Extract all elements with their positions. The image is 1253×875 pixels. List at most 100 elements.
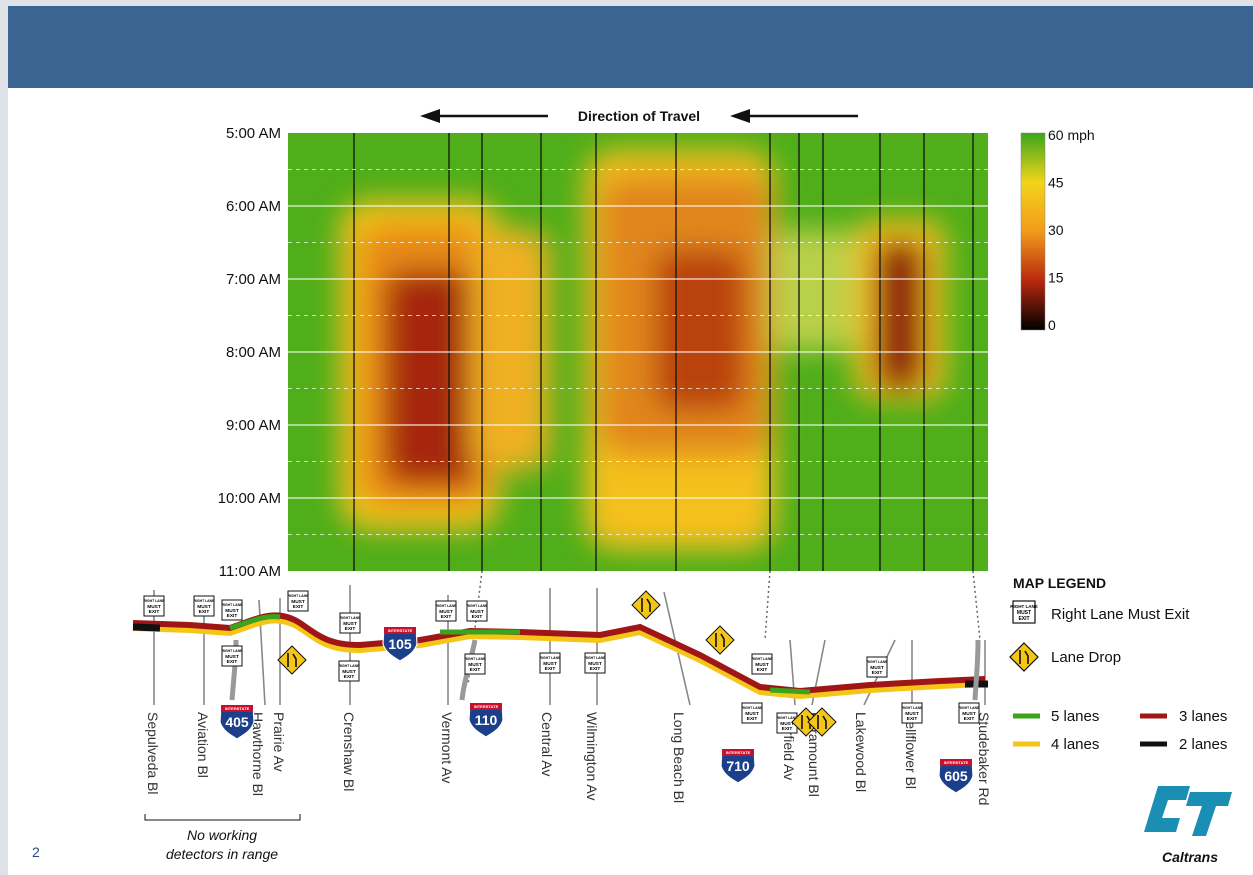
freeway-map: Sepulveda Bl Aviation Bl Hawthorne Bl Prair… [132,585,992,805]
interstate-710-shield: INTERSTATE 710 [720,748,756,784]
lane-drop-signs [277,590,837,737]
y-tick-label: 6:00 AM [226,198,281,215]
svg-text:INTERSTATE: INTERSTATE [225,706,250,711]
svg-text:EXIT: EXIT [149,609,160,615]
svg-text:EXIT: EXIT [345,626,356,632]
svg-text:105: 105 [388,636,412,652]
i405-ramp [229,639,239,701]
svg-text:RIGHT LANE: RIGHT LANE [867,660,888,664]
svg-text:MUST: MUST [291,599,305,605]
direction-of-travel: Direction of Travel [420,108,858,124]
svg-text:MUST: MUST [780,721,794,727]
svg-text:EXIT: EXIT [293,604,304,610]
svg-text:EXIT: EXIT [757,667,768,673]
y-tick-label: 11:00 AM [219,563,281,580]
legend-title: MAP LEGEND [1013,575,1106,591]
caltrans-logo-text: Caltrans [1162,849,1218,865]
svg-text:RIGHT LANE: RIGHT LANE [959,706,980,710]
svg-text:RIGHT LANE: RIGHT LANE [752,657,773,661]
interstate-605-shield: INTERSTATE 605 [938,758,974,794]
svg-text:MUST: MUST [343,621,357,627]
cross-streets: Sepulveda Bl Aviation Bl Hawthorne Bl Prair… [145,585,992,805]
page-number: 2 [32,844,40,860]
y-tick-label: 10:00 AM [218,490,281,507]
svg-text:INTERSTATE: INTERSTATE [388,628,413,633]
congestion-region-c-core [655,250,745,410]
map-legend: MAP LEGEND RIGHT LANE MUST EXIT Right La… [1009,575,1227,753]
svg-text:MUST: MUST [439,609,453,615]
colorbar-tick-label: 45 [1048,175,1064,191]
street-label: Paramount Bl [806,712,822,797]
y-tick-label: 9:00 AM [226,417,281,434]
street-label: Bellflower Bl [903,712,919,789]
street-label: Wilmington Av [584,712,600,800]
lane-drop-sign [807,707,837,737]
colorbar-tick-label: 30 [1048,222,1064,238]
street-label: Sepulveda Bl [145,712,161,795]
interstate-405-shield: INTERSTATE 405 [219,704,255,740]
svg-text:EXIT: EXIT [199,609,210,615]
y-tick-label: 8:00 AM [226,344,281,361]
street-label: Lakewood Bl [853,712,869,792]
svg-text:MUST: MUST [342,669,356,675]
svg-text:RIGHT LANE: RIGHT LANE [144,599,165,603]
svg-text:EXIT: EXIT [1018,616,1029,622]
svg-text:RIGHT LANE: RIGHT LANE [465,657,486,661]
interstate-110-shield: INTERSTATE 110 [468,702,504,738]
freeway-4-lane-segment [132,617,986,700]
svg-text:MUST: MUST [197,604,211,610]
y-tick-label: 5:00 AM [226,125,281,142]
svg-text:RIGHT LANE: RIGHT LANE [222,649,243,653]
speed-heatmap [288,133,988,571]
interstate-shields: INTERSTATE405INTERSTATE105INTERSTATE110I… [219,626,974,794]
svg-text:MUST: MUST [1017,610,1031,616]
svg-text:MUST: MUST [755,662,769,668]
street-label: Long Beach Bl [671,712,687,803]
street-label: Central Av [539,712,555,776]
colorbar-tick-label: 60 mph [1048,127,1095,143]
street-label: Hawthorne Bl [250,712,266,796]
svg-text:EXIT: EXIT [782,726,793,732]
svg-text:RIGHT LANE: RIGHT LANE [222,603,243,607]
svg-text:405: 405 [225,714,249,730]
svg-text:MUST: MUST [470,609,484,615]
svg-text:MUST: MUST [225,608,239,614]
heatmap-time-gridlines [288,169,988,535]
svg-text:MUST: MUST [870,665,884,671]
svg-text:EXIT: EXIT [344,674,355,680]
y-axis-ticks: 5:00 AM 6:00 AM 7:00 AM 8:00 AM 9:00 AM 10:00… [218,125,281,580]
freeway-5-lane-segment [229,614,281,631]
svg-text:RIGHT LANE: RIGHT LANE [585,656,606,660]
street-label: Crenshaw Bl [341,712,357,791]
svg-text:EXIT: EXIT [872,670,883,676]
svg-text:EXIT: EXIT [470,667,481,673]
legend-4-lanes: 4 lanes [1051,736,1099,753]
street-label: Prairie Av [271,712,287,772]
svg-text:EXIT: EXIT [227,659,238,665]
legend-lane-drop-icon [1009,642,1039,672]
svg-text:RIGHT LANE: RIGHT LANE [339,664,360,668]
svg-text:MUST: MUST [962,711,976,717]
svg-text:EXIT: EXIT [227,613,238,619]
colorbar: 60 mph 45 30 15 0 [1020,127,1095,333]
y-tick-label: 7:00 AM [226,271,281,288]
svg-text:110: 110 [475,712,498,728]
svg-text:RIGHT LANE: RIGHT LANE [467,604,488,608]
svg-text:EXIT: EXIT [545,666,556,672]
svg-text:EXIT: EXIT [964,716,975,722]
svg-text:INTERSTATE: INTERSTATE [944,760,969,765]
svg-text:RIGHT LANE: RIGHT LANE [902,706,923,710]
svg-text:MUST: MUST [905,711,919,717]
header-bar [8,6,1253,88]
svg-text:MUST: MUST [225,654,239,660]
